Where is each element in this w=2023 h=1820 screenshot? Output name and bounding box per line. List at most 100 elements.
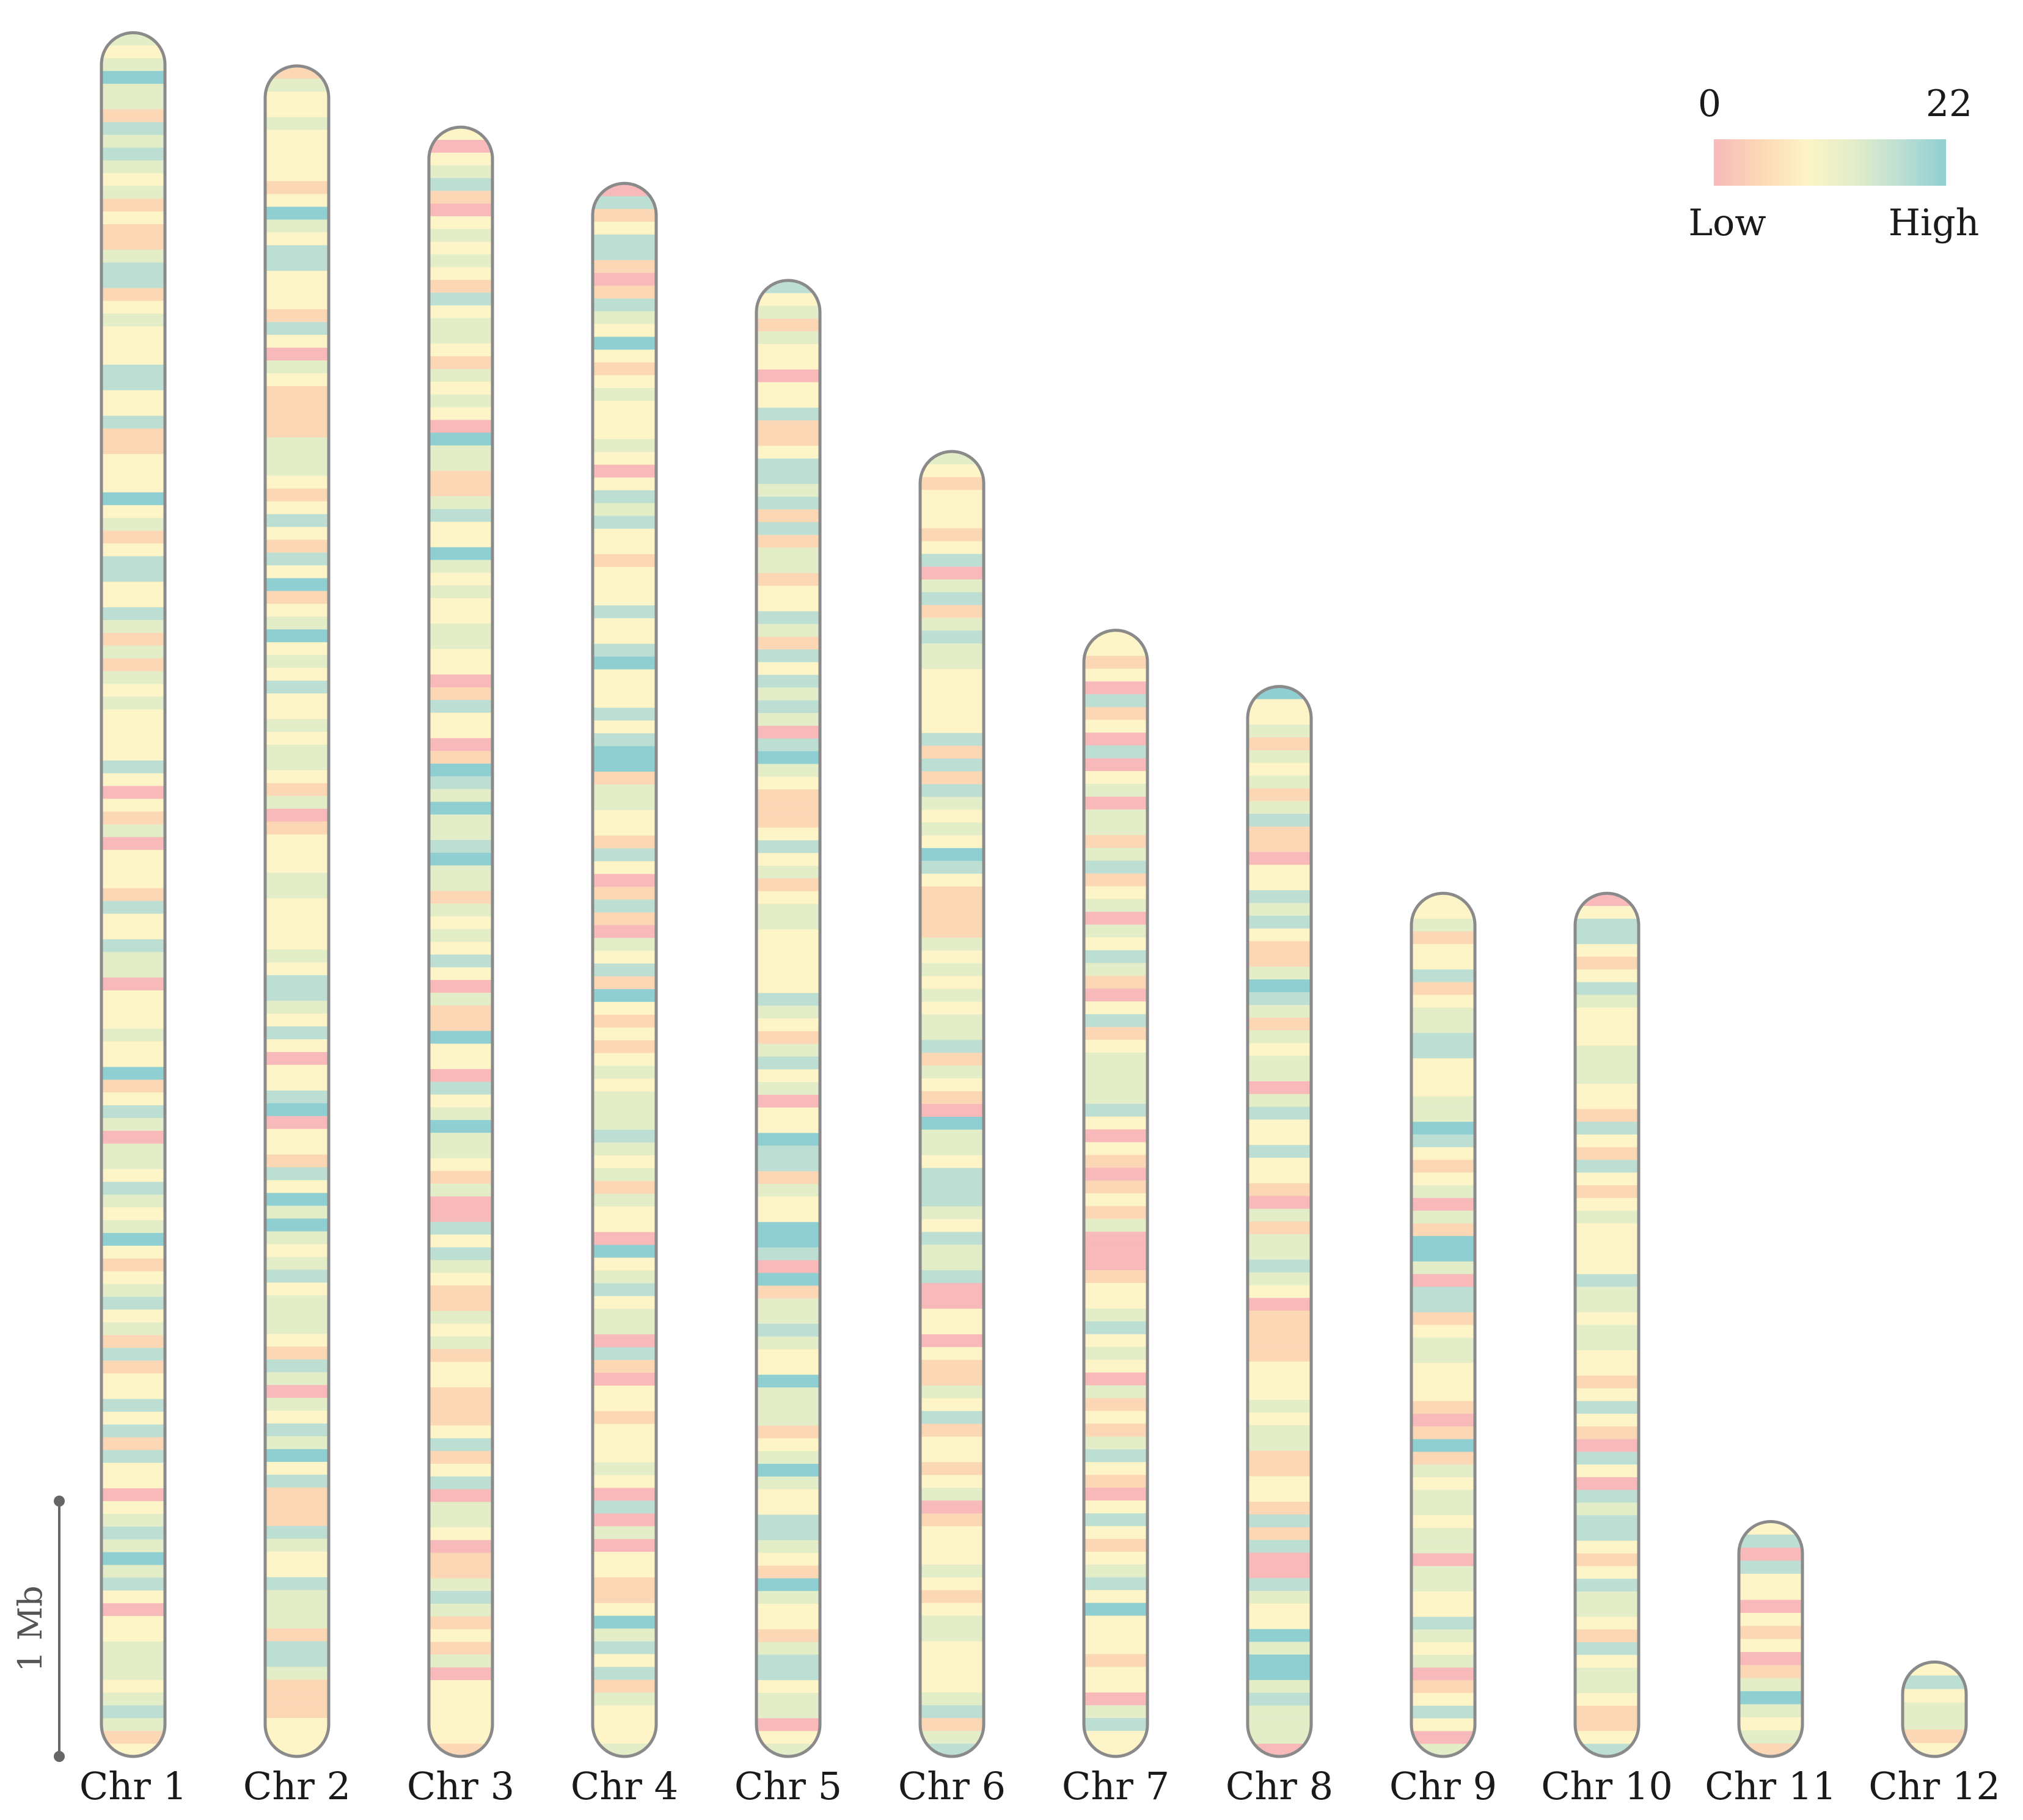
- density-band: [265, 411, 329, 425]
- density-band: [1248, 1476, 1311, 1489]
- density-band: [920, 1705, 984, 1719]
- density-band: [1248, 1718, 1311, 1732]
- chromosome-label: Chr 3: [407, 1764, 514, 1808]
- chromosome-7: Chr 7: [1062, 629, 1169, 1808]
- density-band: [265, 629, 329, 643]
- density-band: [756, 840, 820, 854]
- density-band: [265, 1474, 329, 1488]
- density-band: [920, 1053, 984, 1066]
- density-band: [1084, 681, 1147, 695]
- density-band: [593, 1577, 656, 1591]
- density-band: [1411, 1629, 1475, 1643]
- density-band: [265, 181, 329, 195]
- density-band: [593, 1117, 656, 1131]
- density-band: [1084, 976, 1147, 989]
- density-band: [756, 1273, 820, 1287]
- density-band: [101, 1271, 165, 1285]
- density-band: [265, 130, 329, 144]
- density-band: [756, 471, 820, 485]
- density-band: [593, 388, 656, 401]
- density-band: [593, 1232, 656, 1246]
- density-band: [920, 809, 984, 824]
- density-band: [429, 1069, 492, 1083]
- density-band: [429, 827, 492, 841]
- density-band: [1084, 1538, 1147, 1552]
- density-band: [429, 1502, 492, 1515]
- density-band: [756, 535, 820, 549]
- density-band: [429, 1247, 492, 1261]
- density-band: [265, 1231, 329, 1245]
- density-band: [265, 450, 329, 464]
- density-band: [1739, 1665, 1802, 1679]
- density-band: [1248, 1069, 1311, 1082]
- density-band: [1411, 1223, 1475, 1237]
- density-band: [101, 1143, 165, 1157]
- density-band: [920, 681, 984, 695]
- chromosome-5: Chr 5: [734, 279, 842, 1808]
- density-band: [920, 1731, 984, 1744]
- density-band: [1084, 1334, 1147, 1348]
- density-band: [101, 875, 165, 889]
- density-band: [756, 1515, 820, 1528]
- chromosome-6-density-bands: [920, 451, 984, 1756]
- density-band: [1248, 1043, 1311, 1057]
- density-band: [429, 674, 492, 688]
- density-band: [1084, 1282, 1147, 1296]
- density-band: [593, 886, 656, 901]
- density-band: [593, 1334, 656, 1348]
- density-band: [593, 1104, 656, 1118]
- density-band: [429, 891, 492, 904]
- density-band: [101, 275, 165, 289]
- density-band: [1411, 1642, 1475, 1656]
- density-band: [1411, 1579, 1475, 1592]
- density-band: [101, 1118, 165, 1131]
- density-band: [1248, 1145, 1311, 1158]
- density-band: [101, 352, 165, 365]
- density-band: [756, 1667, 820, 1681]
- density-band: [756, 509, 820, 523]
- density-band: [1084, 1129, 1147, 1143]
- density-band: [101, 1501, 165, 1515]
- density-band: [920, 1718, 984, 1731]
- density-band: [756, 382, 820, 396]
- density-band: [756, 293, 820, 307]
- density-band: [1084, 822, 1147, 836]
- density-band: [1084, 758, 1147, 772]
- density-band: [265, 1551, 329, 1565]
- density-band: [1248, 1221, 1311, 1235]
- density-band: [920, 1436, 984, 1450]
- density-band: [429, 1515, 492, 1528]
- density-band: [1575, 1058, 1639, 1072]
- density-band: [1084, 1385, 1147, 1399]
- density-band: [1084, 1295, 1147, 1309]
- density-band: [265, 322, 329, 335]
- density-band: [1411, 1299, 1475, 1313]
- density-band: [1248, 788, 1311, 802]
- density-band: [1575, 1134, 1639, 1148]
- density-band: [429, 1425, 492, 1439]
- density-band: [1411, 1515, 1475, 1529]
- density-band: [429, 1209, 492, 1222]
- density-band: [593, 1040, 656, 1054]
- density-band: [920, 874, 984, 887]
- density-band: [756, 1222, 820, 1235]
- density-band: [101, 543, 165, 557]
- density-band: [1575, 1705, 1639, 1719]
- density-band: [756, 687, 820, 701]
- density-band: [756, 1018, 820, 1032]
- density-band: [265, 1731, 329, 1744]
- density-band: [265, 232, 329, 246]
- density-band: [1084, 1103, 1147, 1117]
- density-band: [756, 1451, 820, 1464]
- density-band: [920, 924, 984, 938]
- density-band: [101, 301, 165, 315]
- density-band: [756, 1196, 820, 1210]
- density-band: [1411, 918, 1475, 932]
- density-band: [920, 771, 984, 785]
- density-band: [1084, 1590, 1147, 1604]
- density-band: [1411, 1172, 1475, 1186]
- density-band: [429, 458, 492, 472]
- density-band: [1575, 1337, 1639, 1351]
- density-band: [920, 1577, 984, 1591]
- density-band: [265, 1001, 329, 1014]
